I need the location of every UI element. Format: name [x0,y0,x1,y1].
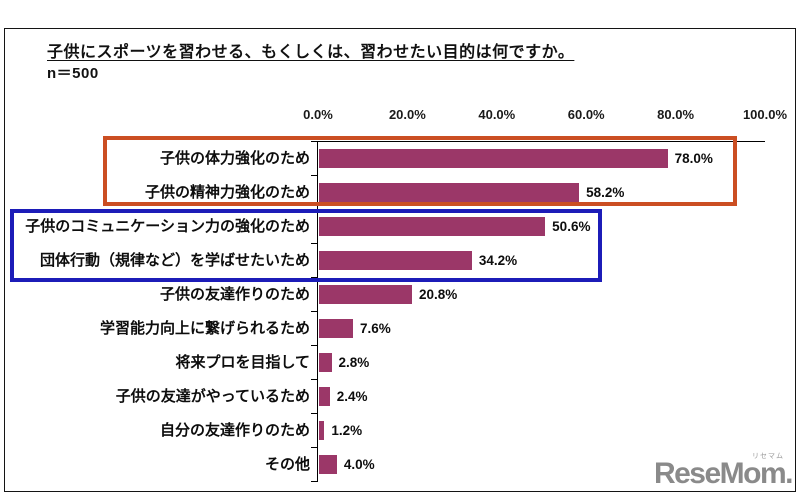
bar [319,319,353,338]
category-label: 将来プロを目指して [175,354,310,371]
bar [319,183,580,202]
value-label: 4.0% [343,457,375,472]
highlight-box-blue [10,209,602,282]
x-axis-tick-label: 40.0% [478,107,516,122]
y-axis-tick [311,379,318,380]
y-axis-tick [311,141,318,142]
value-label: 1.2% [331,423,363,438]
resemom-logo: リセマム ReseMom. [654,451,794,493]
x-axis-tick-label: 0.0% [303,107,333,122]
bar [319,285,412,304]
bar [319,421,325,440]
value-label: 78.0% [674,151,713,166]
y-axis-tick [311,481,318,482]
bar [319,217,546,236]
y-axis-tick [311,243,318,244]
value-label: 7.6% [359,321,391,336]
bar [319,353,332,372]
category-label: 子供の友達がやっているため [115,388,310,405]
y-axis-tick [311,175,318,176]
bar [319,387,330,406]
category-label: 学習能力向上に繋げられるため [99,320,310,337]
value-label: 2.4% [336,389,368,404]
value-label: 2.8% [338,355,370,370]
x-axis-tick-label: 80.0% [657,107,695,122]
logo-ruby-text: リセマム [752,453,784,460]
x-axis-line [318,141,765,142]
category-label: 団体行動（規律など）を学ばせたいため [39,252,310,269]
bar [319,251,472,270]
value-label: 58.2% [586,185,625,200]
category-label: 子供のコミュニケーション力の強化のため [25,218,310,235]
x-axis-tick-label: 60.0% [567,107,605,122]
x-axis-tick-label: 100.0% [742,107,788,122]
highlight-box-red [103,136,737,206]
value-label: 20.8% [418,287,458,302]
value-label: 34.2% [478,253,518,268]
category-label: 子供の精神力強化のため [144,184,310,201]
category-label: 子供の友達作りのため [159,286,310,303]
category-label: 子供の体力強化のため [159,150,310,167]
chart-title: 子供にスポーツを習わせる、もくしくは、習わせたい目的は何ですか。 [47,44,575,61]
bar [319,455,337,474]
bar [319,149,668,168]
value-label: 50.6% [552,219,591,234]
y-axis-tick [311,447,318,448]
y-axis-tick [311,277,318,278]
x-axis-tick-label: 20.0% [388,107,426,122]
y-axis-tick [311,413,318,414]
y-axis-tick [311,311,318,312]
y-axis-tick [311,345,318,346]
category-label: 自分の友達作りのため [159,422,310,439]
sample-size-label: n＝500 [47,65,99,82]
logo-text: ReseMom. [653,457,794,490]
category-label: その他 [264,456,310,473]
